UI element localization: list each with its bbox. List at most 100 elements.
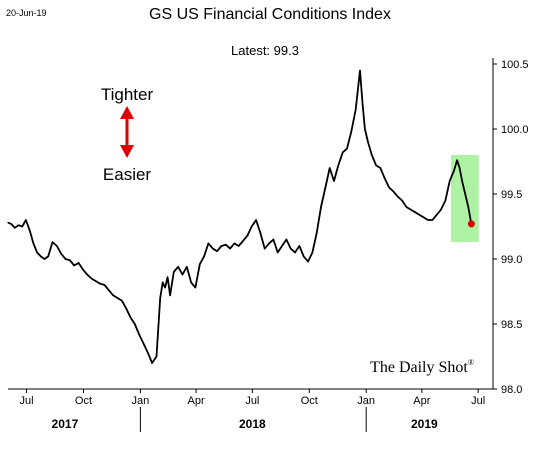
chart-title: GS US Financial Conditions Index bbox=[149, 6, 391, 23]
series-point bbox=[461, 180, 463, 182]
series-point bbox=[384, 177, 386, 179]
series-point bbox=[361, 102, 364, 104]
y-tick-label: 98.5 bbox=[501, 319, 522, 331]
series-point bbox=[303, 255, 305, 257]
series-point bbox=[29, 229, 31, 231]
series-point bbox=[181, 274, 184, 276]
series-point bbox=[255, 219, 257, 221]
series-point bbox=[423, 216, 425, 218]
recent-period-highlight bbox=[450, 155, 479, 243]
series-point bbox=[142, 342, 145, 345]
series-point bbox=[444, 199, 446, 202]
series-point bbox=[155, 355, 158, 358]
series-point bbox=[56, 245, 58, 247]
series-point bbox=[414, 211, 416, 213]
series-point bbox=[431, 219, 433, 221]
x-tick-label: Jan bbox=[132, 395, 150, 407]
series-point bbox=[392, 190, 394, 192]
series-point bbox=[251, 225, 253, 228]
series-point bbox=[177, 266, 179, 268]
series-point bbox=[203, 255, 205, 257]
series-point bbox=[246, 235, 248, 237]
x-tick-label: Apr bbox=[187, 395, 204, 407]
y-tick-label: 100.0 bbox=[501, 124, 529, 136]
series-point bbox=[125, 307, 127, 309]
series-point bbox=[32, 242, 35, 244]
series-point bbox=[95, 280, 97, 282]
series-point bbox=[138, 333, 140, 335]
series-point bbox=[40, 255, 42, 257]
series-point bbox=[7, 222, 9, 224]
series-point bbox=[367, 141, 369, 143]
series-point bbox=[103, 284, 106, 286]
x-tick-label: Jul bbox=[471, 395, 485, 407]
series-point bbox=[190, 281, 192, 283]
series-point bbox=[229, 248, 231, 250]
series-point bbox=[99, 283, 101, 285]
series-point bbox=[294, 251, 296, 254]
x-axis-ticks: Jul Oct Jan Apr Jul Oct Jan Apr Jul bbox=[20, 389, 485, 407]
series-point bbox=[69, 259, 71, 261]
series-point bbox=[199, 263, 201, 265]
series-point bbox=[151, 362, 153, 364]
fci-series-line bbox=[7, 69, 473, 364]
series-point bbox=[77, 262, 80, 264]
series-points bbox=[7, 69, 472, 364]
tighter-easier-arrow bbox=[120, 106, 134, 158]
series-point bbox=[112, 294, 114, 296]
watermark: The Daily Shot® bbox=[370, 358, 474, 376]
series-point bbox=[225, 244, 227, 246]
series-point bbox=[459, 167, 461, 169]
series-point bbox=[320, 206, 322, 208]
series-point bbox=[186, 266, 188, 268]
series-point bbox=[329, 167, 331, 169]
series-point bbox=[449, 180, 451, 182]
series-point bbox=[216, 250, 218, 252]
series-point bbox=[264, 248, 266, 250]
series-point bbox=[324, 186, 326, 189]
series-point bbox=[108, 289, 110, 291]
series-point bbox=[410, 209, 412, 211]
series-point bbox=[233, 242, 235, 244]
series-point bbox=[272, 238, 274, 241]
series-point bbox=[21, 225, 23, 228]
y-tick-label: 100.5 bbox=[501, 59, 529, 71]
series-point bbox=[90, 277, 93, 280]
series-point bbox=[238, 245, 240, 247]
series-point bbox=[371, 154, 373, 156]
x-tick-label: Oct bbox=[301, 395, 318, 407]
series-point bbox=[298, 245, 300, 247]
series-point bbox=[259, 232, 261, 234]
series-point bbox=[375, 164, 377, 166]
series-point bbox=[51, 241, 54, 243]
series-point bbox=[220, 245, 222, 247]
series-point bbox=[25, 219, 27, 221]
series-point bbox=[359, 69, 361, 72]
series-point bbox=[60, 253, 62, 255]
year-label: 2019 bbox=[411, 417, 438, 431]
series-point bbox=[285, 238, 287, 241]
series-point bbox=[242, 240, 244, 242]
series-point bbox=[212, 248, 214, 250]
series-point bbox=[116, 297, 119, 299]
y-tick-label: 98.0 bbox=[501, 384, 522, 396]
series-point bbox=[346, 147, 348, 150]
series-point bbox=[162, 281, 164, 283]
chart-subtitle: Latest: 99.3 bbox=[231, 43, 299, 58]
series-point bbox=[467, 206, 469, 208]
y-axis-ticks: 98.0 98.5 99.0 99.5 100.0 100.5 bbox=[493, 59, 529, 396]
series-point bbox=[342, 151, 344, 153]
series-point bbox=[173, 271, 175, 273]
series-point bbox=[86, 274, 88, 276]
series-point bbox=[164, 287, 166, 289]
series-point bbox=[405, 206, 407, 208]
series-point bbox=[311, 251, 313, 254]
series-point bbox=[73, 264, 75, 267]
series-point bbox=[194, 287, 196, 289]
date-stamp: 20-Jun-19 bbox=[6, 8, 47, 18]
series-point bbox=[388, 186, 390, 189]
series-point bbox=[453, 170, 455, 172]
year-label: 2017 bbox=[52, 417, 79, 431]
series-point bbox=[355, 108, 357, 111]
